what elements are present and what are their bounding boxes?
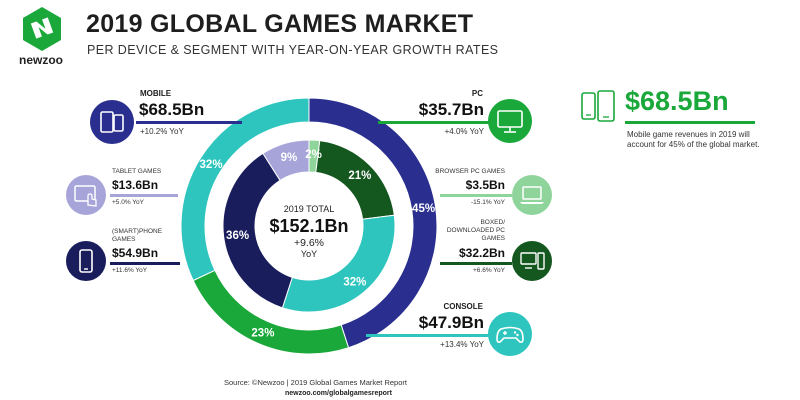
tablet-label: TABLET GAMES bbox=[112, 168, 162, 175]
highlight-note: Mobile game revenues in 2019 will accoun… bbox=[627, 130, 760, 149]
outer-label-console: 32% bbox=[200, 159, 223, 171]
center-growth: +9.6% bbox=[294, 237, 324, 249]
mobile-yoy: +10.2% YoY bbox=[140, 127, 184, 136]
boxed-leader-line bbox=[440, 262, 512, 265]
pc-leader-line bbox=[378, 121, 490, 124]
source-note: Source: ©Newzoo | 2019 Global Games Mark… bbox=[224, 378, 407, 387]
tablet-yoy: +5.0% YoY bbox=[112, 199, 144, 206]
mobile-label: MOBILE bbox=[140, 89, 172, 98]
inner-label-tablet-games: 9% bbox=[281, 152, 298, 164]
console-leader-line bbox=[366, 334, 490, 337]
source-url: newzoo.com/globalgamesreport bbox=[285, 390, 392, 397]
outer-slice-console bbox=[180, 97, 310, 282]
page-title: 2019 GLOBAL GAMES MARKET bbox=[86, 10, 474, 38]
inner-label-smart-phone-games: 36% bbox=[226, 230, 249, 242]
desktop-tower-icon bbox=[512, 241, 552, 281]
browser-value: $3.5Bn bbox=[465, 178, 505, 192]
center-text: 2019 TOTAL $152.1Bn +9.6% YoY bbox=[269, 204, 348, 259]
ring-labels: 45% 23% 32% 2% 21% 32% 36% 9% bbox=[200, 149, 436, 339]
mobile-value: $68.5Bn bbox=[139, 100, 205, 119]
mobile-devices-icon bbox=[90, 100, 134, 144]
phone-tablet-icon bbox=[581, 90, 615, 122]
smartphone-label: (SMART)PHONE GAMES bbox=[112, 228, 163, 243]
pc-value: $35.7Bn bbox=[418, 100, 484, 119]
browser-yoy: -15.1% YoY bbox=[471, 199, 505, 206]
tablet-value: $13.6Bn bbox=[112, 178, 159, 192]
outer-ring bbox=[180, 97, 438, 355]
logo-text: newzoo bbox=[19, 53, 63, 67]
inner-label-browser-pc-games: 2% bbox=[305, 149, 322, 161]
smartphone-leader-line bbox=[110, 262, 180, 265]
pc-label: PC bbox=[471, 89, 483, 98]
inner-slice-console bbox=[281, 214, 396, 313]
tablet-leader-line bbox=[110, 194, 178, 197]
outer-label-mobile: 45% bbox=[412, 203, 435, 215]
inner-slice-smart-phone-games bbox=[222, 152, 293, 309]
page-subtitle: PER DEVICE & SEGMENT WITH YEAR-ON-YEAR G… bbox=[87, 43, 499, 57]
outer-label-pc: 23% bbox=[251, 327, 274, 339]
mobile-leader-line bbox=[136, 121, 242, 124]
center-growth-unit: YoY bbox=[301, 249, 317, 259]
boxed-label: BOXED/ DOWNLOADED PC GAMES bbox=[446, 219, 505, 242]
inner-slice-tablet-games bbox=[262, 139, 310, 182]
inner-label-boxed-downloaded-pc-games: 21% bbox=[348, 170, 371, 182]
highlight-value: $68.5Bn bbox=[625, 86, 729, 116]
gamepad-icon bbox=[488, 312, 532, 356]
inner-label-console: 32% bbox=[343, 276, 366, 288]
console-yoy: +13.4% YoY bbox=[440, 340, 484, 349]
monitor-icon bbox=[488, 99, 532, 143]
browser-leader-line bbox=[440, 194, 512, 197]
browser-label: BROWSER PC GAMES bbox=[435, 168, 505, 175]
pc-yoy: +4.0% YoY bbox=[444, 127, 484, 136]
smartphone-yoy: +11.6% YoY bbox=[112, 267, 148, 274]
newzoo-logo-icon bbox=[23, 7, 61, 51]
laptop-icon bbox=[512, 175, 552, 215]
console-label: CONSOLE bbox=[443, 302, 483, 311]
smartphone-value: $54.9Bn bbox=[112, 246, 159, 260]
console-value: $47.9Bn bbox=[418, 313, 484, 332]
center-total-label: 2019 TOTAL bbox=[284, 204, 335, 214]
tablet-touch-icon bbox=[66, 175, 106, 215]
center-total-value: $152.1Bn bbox=[269, 216, 348, 236]
inner-ring bbox=[222, 139, 396, 313]
boxed-yoy: +6.6% YoY bbox=[473, 267, 505, 274]
smartphone-icon bbox=[66, 241, 106, 281]
highlight-divider bbox=[625, 121, 755, 124]
boxed-value: $32.2Bn bbox=[458, 246, 505, 260]
